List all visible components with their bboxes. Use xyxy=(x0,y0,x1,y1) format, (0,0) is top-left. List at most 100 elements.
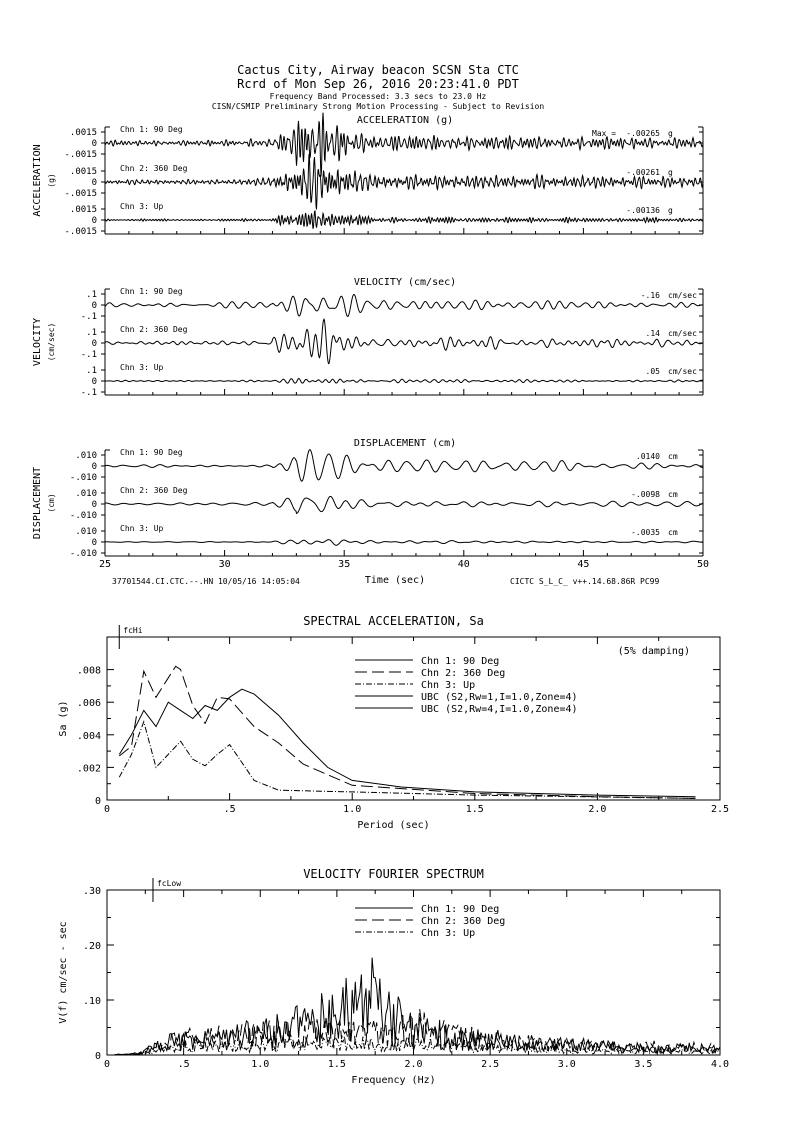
section-yunit: (cm/sec) xyxy=(47,323,56,362)
channel-unit: cm/sec xyxy=(668,291,697,300)
y-tick-label: .1 xyxy=(86,290,97,300)
channel-unit: cm xyxy=(668,452,678,461)
legend-entry: Chn 2: 360 Deg xyxy=(421,916,505,927)
x-tick-label: 1.5 xyxy=(328,1059,346,1070)
y-tick-label: .010 xyxy=(75,489,97,499)
channel-label: Chn 1: 90 Deg xyxy=(120,448,183,457)
spectrum-chart-0: SPECTRAL ACCELERATION, Sa Period (sec) Sa … xyxy=(58,614,729,831)
y-tick-label: -.010 xyxy=(70,549,97,559)
y-tick-label: .10 xyxy=(83,996,101,1007)
channel-unit: cm xyxy=(668,528,678,537)
waveform-trace xyxy=(104,449,703,482)
channel-max: -.00136 xyxy=(626,206,660,215)
y-tick-label: 0 xyxy=(92,462,97,472)
x-axis-label: Period (sec) xyxy=(357,820,429,831)
y-axis-label: Sa (g) xyxy=(58,700,69,736)
y-tick-label: -.010 xyxy=(70,511,97,521)
chart-title: VELOCITY FOURIER SPECTRUM xyxy=(303,867,484,881)
y-tick-label: 0 xyxy=(92,301,97,311)
section-ylabel: DISPLACEMENT xyxy=(32,467,43,539)
waveform-trace xyxy=(104,210,704,229)
spectrum-chart-1: VELOCITY FOURIER SPECTRUM Frequency (Hz) V… xyxy=(58,867,729,1086)
waveform-section-0: ACCELERATION (g)ACCELERATION (g).00150-.0… xyxy=(32,112,704,237)
y-tick-label: -.1 xyxy=(81,388,97,398)
y-tick-label: -.0015 xyxy=(64,150,97,160)
x-tick-label: 25 xyxy=(99,559,111,570)
y-tick-label: .30 xyxy=(83,886,101,897)
section-ylabel: ACCELERATION xyxy=(32,144,43,216)
waveform-trace xyxy=(104,293,703,317)
series-line xyxy=(114,1036,721,1056)
waveform-trace xyxy=(104,317,704,365)
y-tick-label: .004 xyxy=(77,731,101,742)
station-title: Cactus City, Airway beacon SCSN Sta CTC xyxy=(237,63,519,77)
y-tick-label: 0 xyxy=(92,500,97,510)
series-line xyxy=(114,1008,721,1056)
waveform-section-2: DISPLACEMENT (cm)DISPLACEMENT (cm).0100-.… xyxy=(32,438,709,570)
channel-max: .0140 xyxy=(636,452,660,461)
processing-version: CICTC S_L_C_ v++.14.68.86R PC99 xyxy=(510,577,659,586)
y-tick-label: .0015 xyxy=(70,167,97,177)
section-title: ACCELERATION (g) xyxy=(357,115,453,126)
y-tick-label: 0 xyxy=(92,339,97,349)
time-axis-label: Time (sec) xyxy=(365,575,425,586)
legend-entry: UBC (S2,Rw=1,I=1.0,Zone=4) xyxy=(421,692,578,703)
section-yunit: (cm) xyxy=(47,493,56,512)
y-tick-label: .1 xyxy=(86,328,97,338)
y-axis-label: V(f) cm/sec - sec xyxy=(58,921,69,1023)
y-tick-label: 0 xyxy=(92,538,97,548)
channel-max: .05 xyxy=(646,367,661,376)
record-time: Rcrd of Mon Sep 26, 2016 20:23:41.0 PDT xyxy=(237,77,519,91)
cutoff-label: fcLow xyxy=(157,879,181,888)
waveform-section-1: VELOCITY (cm/sec)VELOCITY (cm/sec).10-.1C… xyxy=(32,277,704,398)
x-tick-label: 0 xyxy=(104,804,110,815)
x-tick-label: 3.0 xyxy=(558,1059,576,1070)
section-title: DISPLACEMENT (cm) xyxy=(354,438,456,449)
series-line xyxy=(118,665,696,799)
y-tick-label: 0 xyxy=(95,1051,101,1062)
x-tick-label: 2.0 xyxy=(588,804,606,815)
waveform-trace xyxy=(104,154,704,210)
channel-label: Chn 2: 360 Deg xyxy=(120,486,188,495)
series-line xyxy=(114,957,721,1056)
series-line xyxy=(118,720,696,799)
x-tick-label: 3.5 xyxy=(634,1059,652,1070)
x-tick-label: 1.0 xyxy=(251,1059,269,1070)
y-tick-label: 0 xyxy=(92,216,97,226)
channel-max: -.00261 xyxy=(626,168,660,177)
legend-entry: Chn 1: 90 Deg xyxy=(421,656,499,667)
x-tick-label: .5 xyxy=(224,804,236,815)
legend-entry: Chn 3: Up xyxy=(421,680,475,691)
channel-unit: g xyxy=(668,206,673,215)
report-header: Cactus City, Airway beacon SCSN Sta CTC … xyxy=(212,63,545,111)
channel-unit: g xyxy=(668,129,673,138)
y-tick-label: .1 xyxy=(86,366,97,376)
channel-label: Chn 3: Up xyxy=(120,524,164,533)
y-tick-label: -.010 xyxy=(70,473,97,483)
legend-entry: Chn 2: 360 Deg xyxy=(421,668,505,679)
x-tick-label: 35 xyxy=(338,559,350,570)
channel-label: Chn 2: 360 Deg xyxy=(120,325,188,334)
y-tick-label: .20 xyxy=(83,941,101,952)
channel-unit: cm/sec xyxy=(668,329,697,338)
y-tick-label: 0 xyxy=(92,178,97,188)
section-title: VELOCITY (cm/sec) xyxy=(354,277,456,288)
legend-entry: UBC (S2,Rw=4,I=1.0,Zone=4) xyxy=(421,704,578,715)
channel-label: Chn 3: Up xyxy=(120,202,164,211)
y-tick-label: .010 xyxy=(75,527,97,537)
damping-annotation: (5% damping) xyxy=(618,646,690,657)
y-tick-label: .0015 xyxy=(70,128,97,138)
y-tick-label: .0015 xyxy=(70,205,97,215)
x-tick-label: 1.0 xyxy=(343,804,361,815)
legend-entry: Chn 1: 90 Deg xyxy=(421,904,499,915)
series-line xyxy=(118,688,696,798)
processing-note: CISN/CSMIP Preliminary Strong Motion Pro… xyxy=(212,102,545,111)
channel-label: Chn 2: 360 Deg xyxy=(120,164,188,173)
section-yunit: (g) xyxy=(47,173,56,187)
y-tick-label: -.1 xyxy=(81,312,97,322)
x-tick-label: 2.5 xyxy=(711,804,729,815)
x-tick-label: .5 xyxy=(178,1059,190,1070)
x-tick-label: 1.5 xyxy=(466,804,484,815)
y-tick-label: .002 xyxy=(77,763,101,774)
